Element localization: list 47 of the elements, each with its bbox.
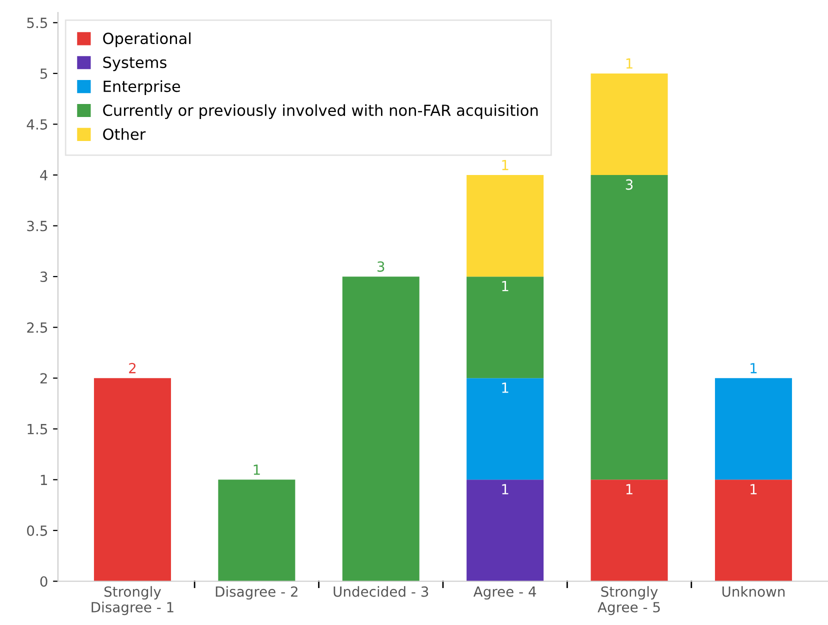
y-tick-label: 2: [40, 373, 47, 384]
data-label: 3: [626, 179, 633, 190]
data-label: 1: [254, 464, 260, 475]
data-label: 1: [626, 58, 632, 69]
bar: [714, 480, 792, 582]
x-tick-label: Strongly Agree - 5: [598, 586, 660, 616]
bar: [466, 378, 544, 480]
bar: [590, 480, 668, 582]
data-label: 1: [750, 363, 757, 374]
data-label: 2: [129, 362, 136, 374]
bar: [94, 378, 171, 582]
bar: [590, 73, 668, 175]
y-tick-label: 0: [40, 576, 48, 587]
y-tick-label: 1.5: [28, 424, 48, 434]
data-label: 1: [626, 484, 632, 494]
bar: [466, 175, 544, 277]
bar: [590, 175, 668, 480]
legend-label: Enterprise: [104, 80, 180, 96]
y-tick-label: 4: [40, 170, 48, 180]
y-tick-label: 2.5: [27, 322, 48, 333]
x-tick-label: Undecided - 3: [334, 586, 428, 597]
legend-label: Currently or previously involved with non-FAR acquisition: [103, 104, 538, 120]
x-tick-label: Unknown: [722, 586, 785, 597]
y-tick-label: 1: [40, 474, 47, 485]
y-tick-label: 0.5: [27, 525, 48, 536]
bar: [342, 276, 420, 582]
y-tick-label: 3: [40, 272, 48, 282]
data-label: 3: [378, 261, 384, 272]
bar: [466, 480, 544, 582]
y-tick-label: 5.5: [27, 18, 48, 28]
y-tick-label: 5: [40, 68, 48, 79]
legend-label: Systems: [103, 56, 166, 72]
x-tick-label: Disagree - 2: [216, 586, 298, 600]
data-label: 1: [750, 484, 757, 494]
legend-label: Other: [103, 128, 146, 140]
x-tick-label: Agree - 4: [473, 586, 536, 600]
data-label: 1: [502, 382, 508, 393]
data-label: 1: [502, 484, 508, 494]
data-label: 1: [502, 281, 508, 292]
legend-label: Operational: [103, 32, 190, 48]
x-tick-label: Strongly Disagree - 1: [92, 586, 174, 616]
bar: [466, 276, 544, 378]
y-tick-label: 4.5: [26, 119, 48, 130]
bar: [714, 378, 792, 480]
bar: [218, 480, 296, 582]
data-label: 1: [502, 160, 508, 170]
y-tick-label: 3.5: [27, 220, 48, 232]
